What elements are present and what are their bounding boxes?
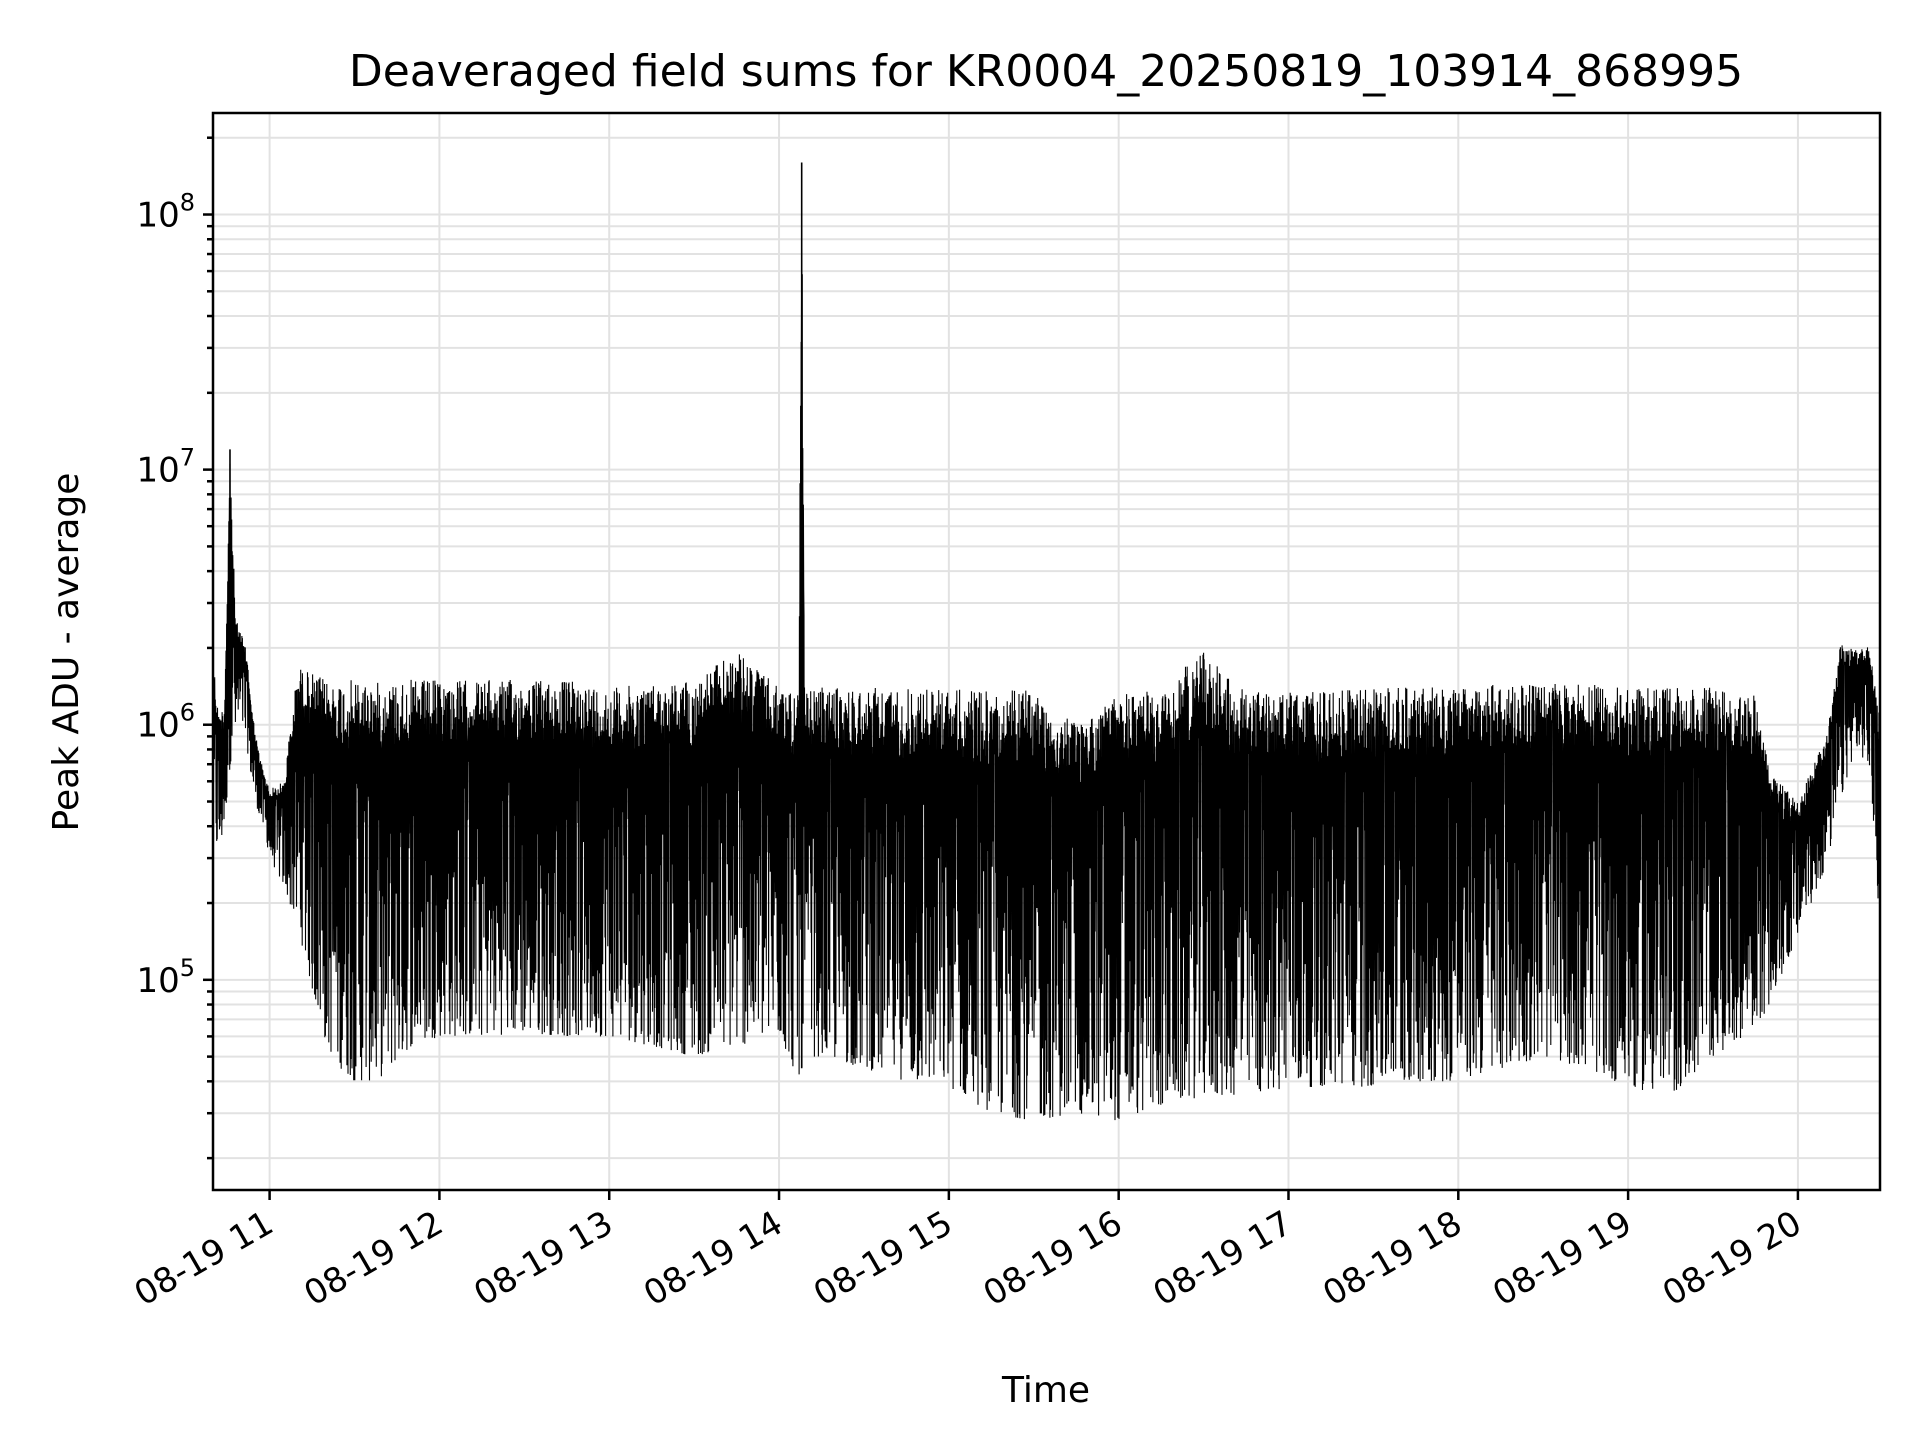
y-axis-label: Peak ADU - average (46, 473, 87, 832)
y-tick-label: 107 (136, 444, 195, 491)
series-layer (212, 162, 1881, 1121)
y-tick-label: 105 (136, 954, 195, 1001)
y-tick-label: 108 (136, 189, 195, 236)
plot-frame (211, 111, 1882, 1192)
x-axis-label: Time (1001, 1370, 1090, 1411)
y-tick-label: 106 (136, 699, 195, 746)
chart-title: Deaveraged field sums for KR0004_2025081… (349, 46, 1743, 97)
series-line (212, 248, 1881, 1121)
